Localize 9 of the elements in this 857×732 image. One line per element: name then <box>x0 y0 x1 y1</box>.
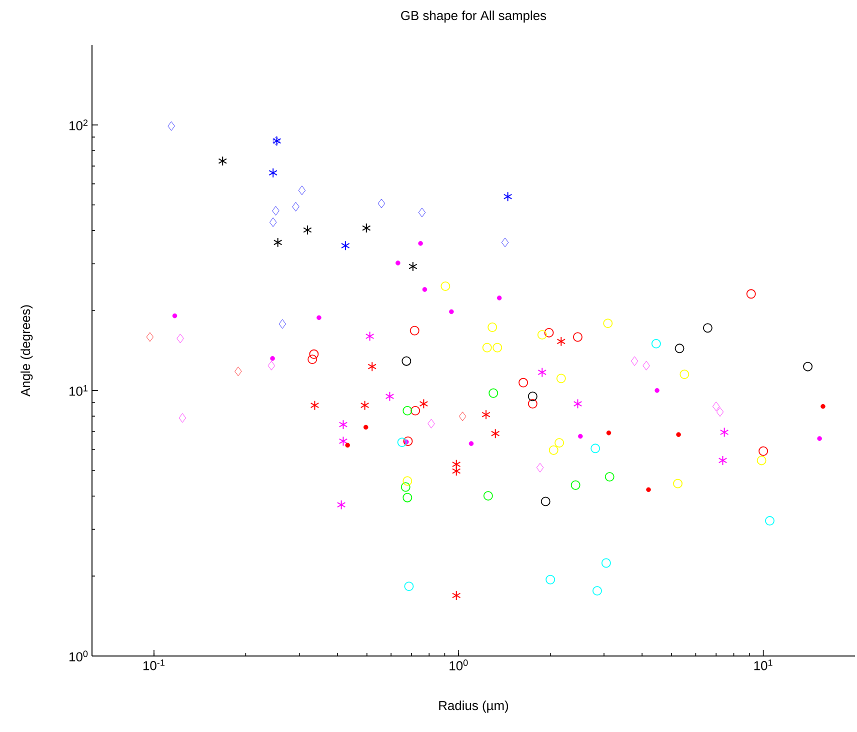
x-tick-label: 10$^{1}$ <box>754 660 772 670</box>
y-tick-label: 10$^{1}$ <box>70 385 88 396</box>
x-axis-title: Radius (µm) <box>439 700 508 713</box>
x-tick-label: 10$^{-1}$ <box>143 660 165 670</box>
chart-title: GB shape for All samples <box>401 10 546 23</box>
y-tick-label: 10$^{2}$ <box>70 120 88 130</box>
y-tick-label: 10$^{0}$ <box>70 650 88 662</box>
x-tick-label: 10$^{0}$ <box>450 660 468 670</box>
y-axis-title: Angle (degrees) <box>20 305 33 397</box>
